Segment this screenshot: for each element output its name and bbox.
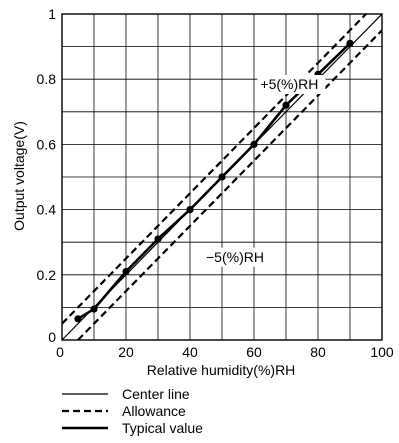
annotation-background-0 bbox=[257, 74, 326, 94]
data-point-3 bbox=[154, 235, 162, 243]
series-line-allowance-1 bbox=[61, 13, 367, 325]
x-tick-label: 0 bbox=[56, 344, 64, 360]
plot-border bbox=[61, 13, 383, 341]
series-line-allowance-2 bbox=[77, 29, 383, 341]
y-tick-label: 0.8 bbox=[37, 71, 57, 87]
annotation-label-0: +5(%)RH bbox=[260, 76, 318, 92]
x-tick-label: 80 bbox=[310, 344, 326, 360]
y-tick-label: 0.6 bbox=[37, 136, 57, 152]
data-point-5 bbox=[218, 173, 226, 181]
y-origin-label: 0 bbox=[48, 329, 56, 345]
tick-labels: 0 20 40 60 80 100 0.2 0.4 0.6 0.8 1 0 bbox=[37, 6, 394, 360]
legend-label: Allowance bbox=[122, 403, 186, 419]
data-point-2 bbox=[122, 267, 130, 276]
y-tick-label: 1 bbox=[48, 6, 56, 22]
data-point-6 bbox=[250, 140, 258, 148]
plot-frame bbox=[61, 13, 383, 341]
x-tick-label: 100 bbox=[370, 344, 394, 360]
y-tick-label: 0.2 bbox=[37, 267, 57, 283]
x-tick-label: 20 bbox=[118, 344, 134, 360]
data-point-1 bbox=[90, 305, 98, 313]
annotation-label-1: −5(%)RH bbox=[206, 249, 264, 265]
annotations: +5(%)RH −5(%)RH bbox=[203, 74, 326, 267]
data-point-9 bbox=[346, 39, 354, 47]
x-tick-label: 40 bbox=[182, 344, 198, 360]
y-axis-title: Output voltage(V) bbox=[11, 121, 27, 231]
x-tick-label: 60 bbox=[246, 344, 262, 360]
legend-label: Typical value bbox=[122, 420, 203, 436]
legend-label: Center line bbox=[122, 386, 190, 402]
y-tick-label: 0.4 bbox=[37, 202, 57, 218]
data-point-7 bbox=[282, 101, 290, 109]
data-point-4 bbox=[186, 206, 194, 214]
x-axis-title: Relative humidity(%)RH bbox=[147, 362, 296, 378]
annotation-background-1 bbox=[203, 247, 271, 267]
data-point-0 bbox=[74, 315, 82, 323]
